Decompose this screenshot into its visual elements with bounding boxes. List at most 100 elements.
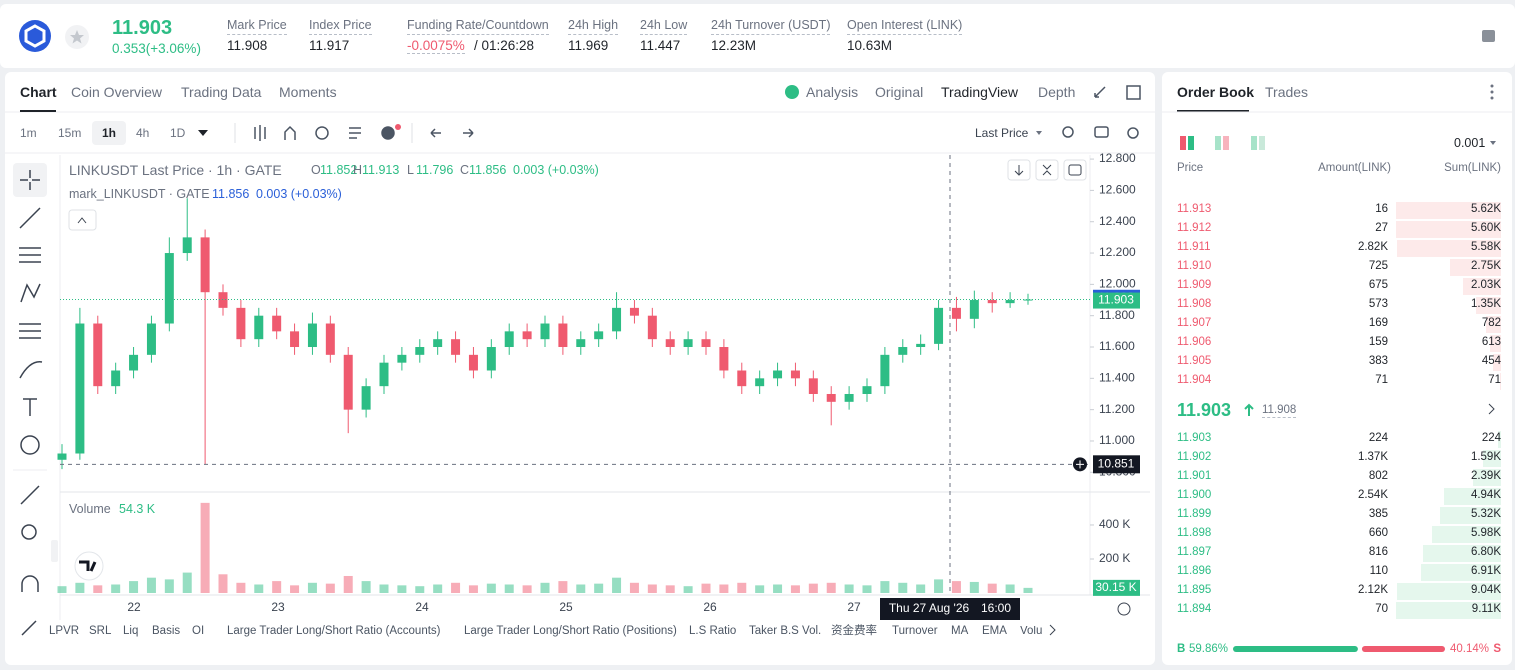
indicator[interactable]: OI bbox=[192, 625, 205, 637]
candle-body bbox=[594, 331, 604, 340]
pane-buttons[interactable] bbox=[1007, 159, 1087, 181]
order-book-more-arrow[interactable] bbox=[1488, 403, 1495, 415]
tab[interactable]: Moments bbox=[279, 84, 337, 100]
redo-icon[interactable] bbox=[463, 128, 474, 138]
undo-icon[interactable] bbox=[430, 128, 441, 138]
candle-type-icon[interactable] bbox=[254, 125, 266, 141]
row-price[interactable]: 11.898 bbox=[1177, 527, 1212, 539]
view-mode-icon[interactable] bbox=[1180, 136, 1186, 150]
row-price[interactable]: 11.897 bbox=[1177, 546, 1212, 558]
row-sum: 6.80K bbox=[1470, 546, 1501, 558]
expand-icon[interactable] bbox=[1094, 86, 1106, 98]
indicator[interactable]: Large Trader Long/Short Ratio (Positions… bbox=[464, 625, 677, 637]
interval[interactable]: 4h bbox=[136, 126, 150, 140]
brush-tool[interactable] bbox=[19, 361, 43, 379]
row-price[interactable]: 11.896 bbox=[1177, 565, 1212, 577]
sidebar-toggle[interactable] bbox=[51, 540, 58, 562]
maximize-button[interactable] bbox=[1063, 159, 1087, 181]
row-price[interactable]: 11.913 bbox=[1177, 203, 1212, 215]
ruler-tool[interactable] bbox=[20, 485, 40, 505]
indicator[interactable]: Large Trader Long/Short Ratio (Accounts) bbox=[227, 625, 441, 637]
tab[interactable]: Chart bbox=[20, 84, 57, 100]
toolbar-icons[interactable] bbox=[254, 85, 1141, 141]
collapse-legend-button[interactable] bbox=[68, 209, 97, 231]
view-mode-icon[interactable] bbox=[1259, 136, 1265, 150]
search-icon[interactable] bbox=[1062, 126, 1074, 138]
pattern-tool[interactable] bbox=[20, 283, 41, 303]
row-price[interactable]: 11.902 bbox=[1177, 451, 1212, 463]
more-icon[interactable] bbox=[1490, 84, 1494, 100]
emoji-tool[interactable] bbox=[20, 435, 40, 455]
replay-icon[interactable] bbox=[315, 126, 329, 140]
row-price[interactable]: 11.911 bbox=[1177, 241, 1211, 253]
indicator[interactable]: SRL bbox=[89, 625, 112, 637]
price-source[interactable]: Last Price bbox=[975, 126, 1029, 140]
row-price[interactable]: 11.909 bbox=[1177, 279, 1212, 291]
indicator[interactable]: L.S Ratio bbox=[689, 625, 737, 637]
collapse-button[interactable] bbox=[1035, 159, 1059, 181]
view-option[interactable]: Depth bbox=[1038, 84, 1076, 100]
indicator[interactable]: MA bbox=[951, 625, 969, 637]
view-mode-icon[interactable] bbox=[1251, 136, 1257, 150]
row-price[interactable]: 11.900 bbox=[1177, 489, 1212, 501]
indicator[interactable]: Taker B.S Vol. bbox=[749, 625, 822, 637]
row-price[interactable]: 11.901 bbox=[1177, 470, 1212, 482]
template-icon[interactable] bbox=[349, 127, 361, 139]
row-price[interactable]: 11.895 bbox=[1177, 584, 1212, 596]
settings-icon[interactable] bbox=[1127, 127, 1139, 139]
zoom-tool[interactable] bbox=[21, 524, 37, 540]
layout-icon[interactable] bbox=[1482, 30, 1495, 42]
order-book-tab[interactable]: Trades bbox=[1265, 84, 1309, 100]
indicator[interactable]: Basis bbox=[152, 625, 181, 637]
pencil-tool[interactable] bbox=[21, 620, 37, 636]
view-option[interactable]: Original bbox=[875, 84, 924, 100]
dropdown-arrow[interactable] bbox=[198, 130, 208, 136]
row-price[interactable]: 11.912 bbox=[1177, 222, 1212, 234]
crosshair-tool[interactable] bbox=[20, 170, 40, 190]
indicator[interactable]: Volu bbox=[1020, 626, 1043, 637]
fib-tool[interactable] bbox=[19, 247, 41, 263]
drawing-tools[interactable] bbox=[19, 170, 43, 636]
row-price[interactable]: 11.908 bbox=[1177, 298, 1212, 310]
row-price[interactable]: 11.910 bbox=[1177, 260, 1212, 272]
row-price[interactable]: 11.899 bbox=[1177, 508, 1212, 520]
view-mode-icon[interactable] bbox=[1188, 136, 1194, 150]
row-price[interactable]: 11.904 bbox=[1177, 374, 1212, 386]
view-mode-icon[interactable] bbox=[1215, 136, 1221, 150]
tab[interactable]: Trading Data bbox=[181, 84, 262, 100]
indicator[interactable]: 资金费率 bbox=[831, 625, 877, 637]
order-book-tab[interactable]: Order Book bbox=[1177, 84, 1255, 100]
add-icon[interactable] bbox=[381, 126, 395, 140]
window-icon[interactable] bbox=[1126, 85, 1141, 100]
row-price[interactable]: 11.905 bbox=[1177, 355, 1212, 367]
magnet-tool[interactable] bbox=[21, 575, 39, 592]
projection-tool[interactable] bbox=[19, 323, 41, 339]
camera-icon[interactable] bbox=[1094, 126, 1109, 138]
view-mode-icon[interactable] bbox=[1223, 136, 1229, 150]
row-price[interactable]: 11.906 bbox=[1177, 336, 1212, 348]
interval[interactable]: 1h bbox=[102, 126, 117, 140]
axis-settings-icon[interactable] bbox=[1117, 602, 1131, 616]
tool-active[interactable] bbox=[13, 163, 47, 197]
dropdown-arrow[interactable] bbox=[1490, 141, 1496, 145]
precision[interactable]: 0.001 bbox=[1454, 136, 1486, 150]
view-option[interactable]: TradingView bbox=[941, 84, 1019, 100]
view-option[interactable]: Analysis bbox=[806, 84, 859, 100]
indicator-icon[interactable] bbox=[284, 125, 296, 140]
row-price[interactable]: 11.894 bbox=[1177, 603, 1212, 615]
trendline-tool[interactable] bbox=[19, 207, 41, 229]
interval[interactable]: 1D bbox=[170, 126, 186, 140]
interval[interactable]: 1m bbox=[20, 126, 37, 140]
indicator[interactable]: Turnover bbox=[892, 625, 938, 637]
indicator[interactable]: LPVR bbox=[49, 625, 80, 637]
row-price[interactable]: 11.903 bbox=[1177, 432, 1212, 444]
dropdown-arrow[interactable] bbox=[1036, 131, 1042, 135]
indicator[interactable]: Liq bbox=[123, 625, 139, 637]
volume-bar bbox=[719, 584, 729, 593]
row-price[interactable]: 11.907 bbox=[1177, 317, 1212, 329]
interval[interactable]: 15m bbox=[58, 126, 82, 140]
text-tool[interactable] bbox=[23, 398, 37, 416]
tab[interactable]: Coin Overview bbox=[71, 84, 163, 100]
indicator[interactable]: EMA bbox=[982, 625, 1007, 637]
more-indicators-arrow[interactable] bbox=[1049, 624, 1056, 636]
